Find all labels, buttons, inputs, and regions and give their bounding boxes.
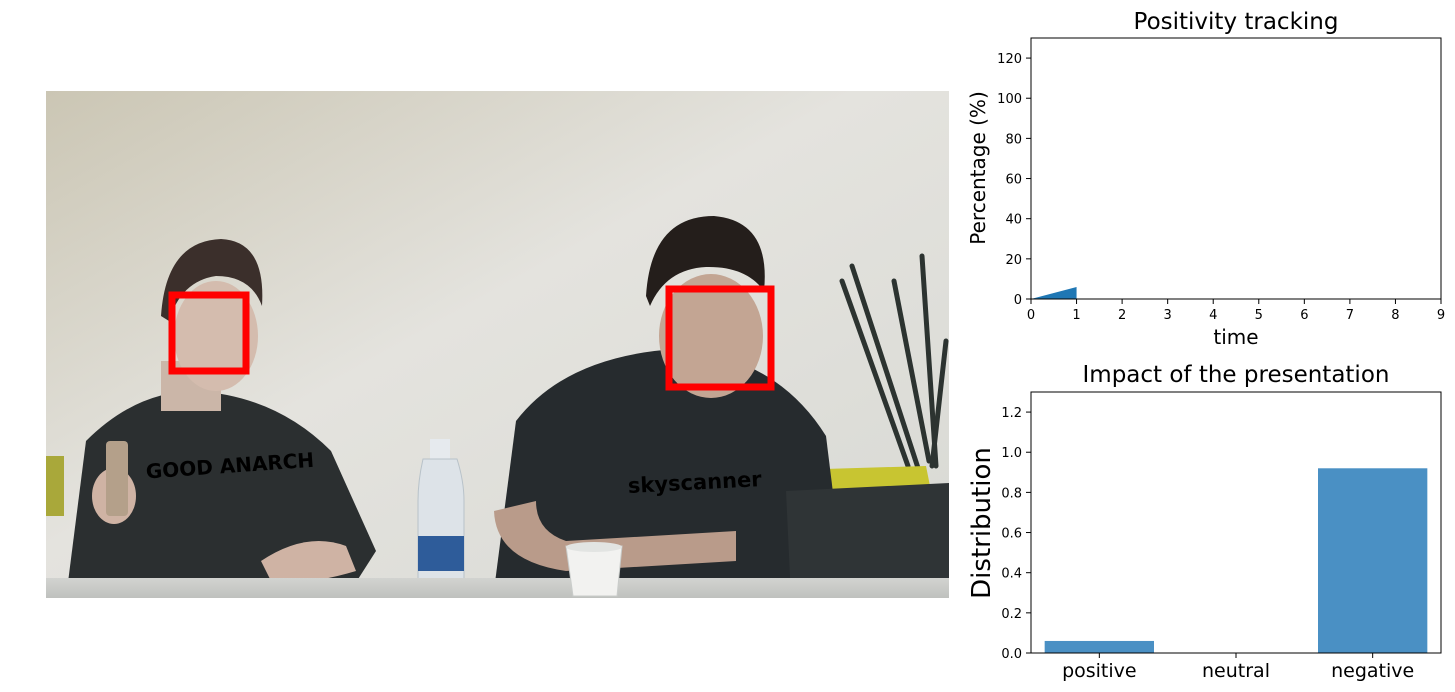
x-tick-label: 0 [1027, 308, 1035, 323]
y-tick-label: 0.4 [1001, 567, 1022, 582]
webcam-frame: GOOD ANARCH skyscanner [46, 91, 949, 598]
y-axis-label: Percentage (%) [966, 91, 990, 244]
y-tick-label: 0 [1014, 293, 1022, 308]
impact-chart: Impact of the presentation positive neutr… [967, 362, 1442, 682]
y-tick-label: 0.8 [1001, 486, 1022, 501]
face-box-right [665, 285, 775, 391]
x-tick-label: positive [1062, 660, 1137, 682]
y-tick-label: 20 [1005, 253, 1022, 268]
y-tick-label: 40 [1005, 213, 1022, 228]
coffee-cup [565, 542, 623, 597]
chair-left [46, 456, 64, 516]
y-tick-label: 0.2 [1001, 607, 1022, 622]
y-tick-label: 60 [1005, 173, 1022, 188]
y-axis-label: Distribution [967, 447, 997, 599]
water-bottle [417, 439, 465, 592]
table [46, 578, 949, 598]
plant-sticks [839, 253, 949, 474]
y-tick-label: 1.0 [1001, 446, 1022, 461]
chart-title: Impact of the presentation [1083, 362, 1390, 388]
y-tick-label: 100 [997, 92, 1022, 107]
y-tick-label: 120 [997, 52, 1022, 67]
x-tick-label: 4 [1209, 308, 1217, 323]
x-tick-label: 1 [1072, 308, 1080, 323]
x-tick-label: 6 [1300, 308, 1308, 323]
x-tick-label: 9 [1437, 308, 1445, 323]
x-axis-label: time [1213, 325, 1258, 349]
x-tick-label: 5 [1255, 308, 1263, 323]
laptop [786, 483, 949, 598]
chart-title: Positivity tracking [1134, 9, 1339, 35]
bar-negative [1318, 468, 1428, 653]
x-tick-label: negative [1331, 660, 1414, 682]
y-tick-label: 0.0 [1001, 647, 1022, 662]
person-right: skyscanner [493, 216, 846, 598]
bar-positive [1044, 640, 1154, 653]
area-series [1031, 286, 1077, 299]
y-tick-label: 0.6 [1001, 527, 1022, 542]
face-box-left [168, 291, 250, 375]
positivity-chart: Positivity tracking 0 1 2 3 4 5 6 7 8 9 0 20 40 60 80 1… [966, 9, 1445, 349]
x-tick-label: 2 [1118, 308, 1126, 323]
plot-frame [1030, 37, 1442, 300]
y-tick-label: 1.2 [1001, 406, 1022, 421]
x-tick-label: 3 [1164, 308, 1172, 323]
y-tick-label: 80 [1005, 132, 1022, 147]
x-tick-label: neutral [1202, 660, 1270, 682]
x-tick-label: 7 [1346, 308, 1354, 323]
x-tick-label: 8 [1391, 308, 1399, 323]
